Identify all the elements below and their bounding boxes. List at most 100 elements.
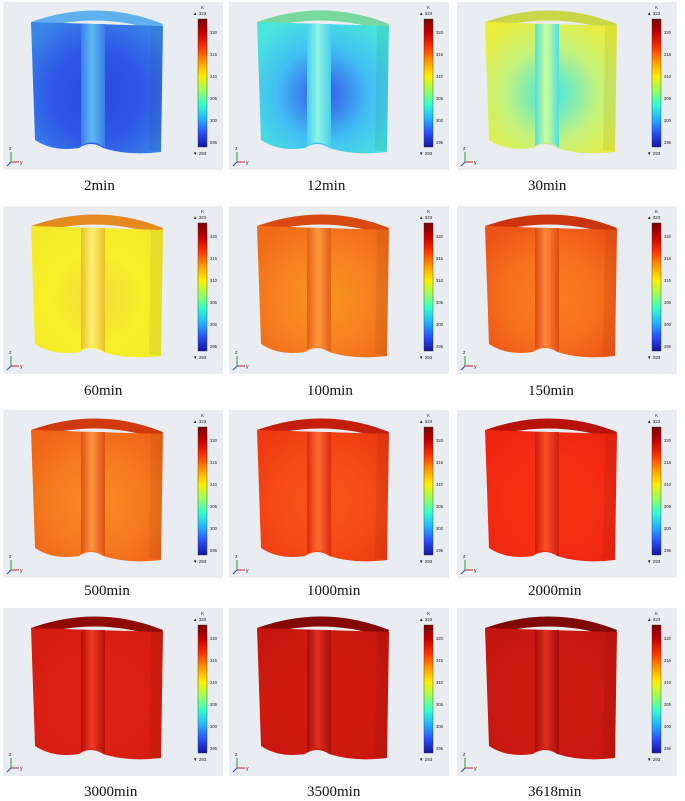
colorbar-tick-label: 305 — [664, 504, 672, 509]
simulation-panel: K ▲ 323 ▼ 293 320 315 310 305 300 295 z y — [457, 410, 677, 578]
colorbar-tick-label: 310 — [664, 482, 672, 487]
colorbar-tick-label: 310 — [436, 680, 444, 685]
colorbar-max-label: ▲ 323 — [193, 215, 207, 220]
colorbar-max-label: ▲ 323 — [647, 215, 661, 220]
cylinder-top-face — [485, 418, 617, 440]
colorbar-unit: K — [201, 209, 204, 214]
central-bore — [81, 228, 105, 352]
simulation-panel: K ▲ 323 ▼ 293 320 315 310 305 300 295 z y — [3, 410, 223, 578]
colorbar-max-label: ▲ 323 — [647, 11, 661, 16]
colorbar-tick-label: 295 — [664, 140, 672, 145]
cylinder-top-face — [31, 418, 163, 440]
colorbar-tick-label: 310 — [210, 74, 218, 79]
colorbar-tick-label: 295 — [210, 746, 218, 751]
axis-z-label: z — [9, 146, 12, 152]
simulation-panel: K ▲ 323 ▼ 293 320 315 310 305 300 295 z y — [457, 608, 677, 776]
simulation-panel: K ▲ 323 ▼ 293 320 315 310 305 300 295 z y — [457, 206, 677, 374]
colorbar-max-label: ▲ 323 — [647, 617, 661, 622]
cylinder-top-face — [485, 616, 617, 638]
colorbar-tick-label: 305 — [436, 96, 444, 101]
cylinder-top-face — [257, 616, 389, 638]
colorbar-max-label: ▲ 323 — [419, 11, 433, 16]
time-caption: 100min — [307, 383, 353, 399]
axis-y-label: y — [246, 766, 249, 772]
axis-triad-icon: zy — [6, 350, 23, 371]
colorbar-min-label: ▼ 293 — [193, 355, 207, 360]
colorbar-unit: K — [427, 5, 430, 10]
colorbar-tick-label: 305 — [210, 702, 218, 707]
axis-z-label: z — [9, 350, 12, 356]
colorbar — [423, 624, 434, 754]
colorbar — [197, 18, 208, 148]
colorbar-tick-label: 300 — [436, 322, 444, 327]
axis-z-label: z — [235, 146, 238, 152]
colorbar-tick-label: 295 — [436, 344, 444, 349]
cylinder-top-face — [31, 10, 163, 33]
colorbar-tick-label: 305 — [664, 702, 672, 707]
colorbar-tick-label: 300 — [436, 724, 444, 729]
colorbar-tick-label: 320 — [436, 438, 444, 443]
colorbar-tick-label: 320 — [664, 636, 672, 641]
colorbar-tick-label: 305 — [210, 504, 218, 509]
colorbar-min-label: ▼ 293 — [647, 757, 661, 762]
time-caption: 3618min — [528, 784, 582, 800]
colorbar-tick-label: 310 — [664, 278, 672, 283]
time-caption: 1000min — [307, 583, 361, 599]
colorbar-tick-label: 295 — [664, 548, 672, 553]
axis-z-label: z — [463, 554, 466, 560]
colorbar-unit: K — [655, 611, 658, 616]
colorbar-unit: K — [655, 209, 658, 214]
colorbar-unit: K — [201, 5, 204, 10]
axis-triad-icon: zy — [6, 146, 23, 167]
colorbar-unit: K — [427, 611, 430, 616]
colorbar-max-label: ▲ 323 — [193, 617, 207, 622]
colorbar-tick-label: 315 — [664, 256, 672, 261]
colorbar-unit: K — [201, 413, 204, 418]
colorbar-tick-label: 295 — [210, 548, 218, 553]
cylinder-top-face — [31, 616, 163, 638]
colorbar-max-label: ▲ 323 — [419, 617, 433, 622]
colorbar-tick-label: 305 — [210, 300, 218, 305]
central-bore — [535, 24, 559, 148]
axis-y-label: y — [246, 160, 249, 166]
colorbar-tick-label: 315 — [664, 658, 672, 663]
colorbar-tick-label: 295 — [664, 746, 672, 751]
axis-z-label: z — [463, 350, 466, 356]
simulation-panel: K ▲ 323 ▼ 293 320 315 310 305 300 295 z y — [3, 608, 223, 776]
colorbar-max-label: ▲ 323 — [419, 215, 433, 220]
colorbar-tick-label: 310 — [210, 278, 218, 283]
colorbar-tick-label: 315 — [436, 52, 444, 57]
simulation-panel: K ▲ 323 ▼ 293 320 315 310 305 300 295 z y — [457, 2, 677, 170]
axis-y-label: y — [474, 160, 477, 166]
central-bore — [535, 630, 559, 754]
colorbar-tick-label: 310 — [210, 482, 218, 487]
colorbar — [423, 426, 434, 556]
colorbar-tick-label: 300 — [436, 118, 444, 123]
axis-y-label: y — [246, 568, 249, 574]
colorbar-min-label: ▼ 293 — [419, 151, 433, 156]
colorbar-tick-label: 320 — [210, 438, 218, 443]
colorbar — [651, 222, 662, 352]
simulation-panel: K ▲ 323 ▼ 293 320 315 310 305 300 295 z y — [3, 206, 223, 374]
colorbar-tick-label: 300 — [664, 526, 672, 531]
colorbar — [197, 222, 208, 352]
axis-y-label: y — [474, 766, 477, 772]
colorbar — [197, 426, 208, 556]
colorbar-tick-label: 315 — [436, 256, 444, 261]
cylinder-top-face — [31, 214, 163, 236]
cylinder-top-face — [485, 10, 617, 33]
colorbar-tick-label: 295 — [210, 344, 218, 349]
axis-z-label: z — [9, 554, 12, 560]
colorbar-tick-label: 305 — [436, 300, 444, 305]
colorbar-tick-label: 320 — [436, 636, 444, 641]
colorbar — [197, 624, 208, 754]
axis-triad-icon: zy — [6, 554, 23, 575]
time-caption: 3000min — [84, 784, 138, 800]
simulation-panel: K ▲ 323 ▼ 293 320 315 310 305 300 295 z y — [229, 206, 449, 374]
colorbar-tick-label: 300 — [664, 118, 672, 123]
